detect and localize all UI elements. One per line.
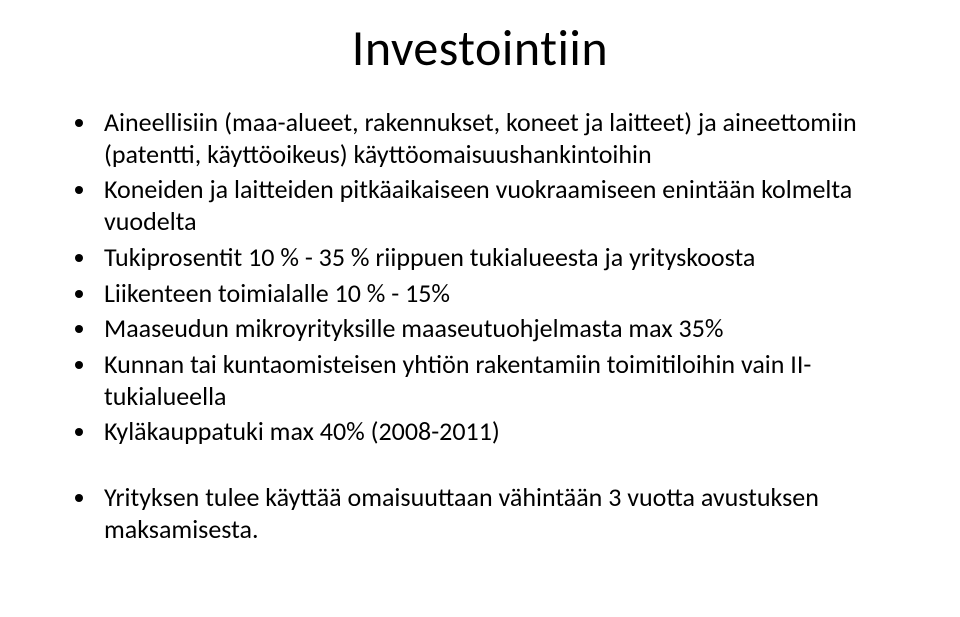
list-item: Kunnan tai kuntaomisteisen yhtiön rakent… xyxy=(98,349,890,412)
footnote-list: Yrityksen tulee käyttää omaisuuttaan väh… xyxy=(70,482,890,545)
spacer xyxy=(70,452,890,482)
list-item: Aineellisiin (maa-alueet, rakennukset, k… xyxy=(98,107,890,170)
slide-title: Investointiin xyxy=(70,18,890,79)
list-item: Kyläkauppatuki max 40% (2008-2011) xyxy=(98,416,890,448)
bullets-list: Aineellisiin (maa-alueet, rakennukset, k… xyxy=(70,107,890,448)
list-item: Tukiprosentit 10 % - 35 % riippuen tukia… xyxy=(98,242,890,274)
list-item: Yrityksen tulee käyttää omaisuuttaan väh… xyxy=(98,482,890,545)
list-item: Liikenteen toimialalle 10 % - 15% xyxy=(98,278,890,310)
list-item: Maaseudun mikroyrityksille maaseutuohjel… xyxy=(98,313,890,345)
list-item: Koneiden ja laitteiden pitkäaikaiseen vu… xyxy=(98,174,890,237)
slide: Investointiin Aineellisiin (maa-alueet, … xyxy=(0,0,960,617)
